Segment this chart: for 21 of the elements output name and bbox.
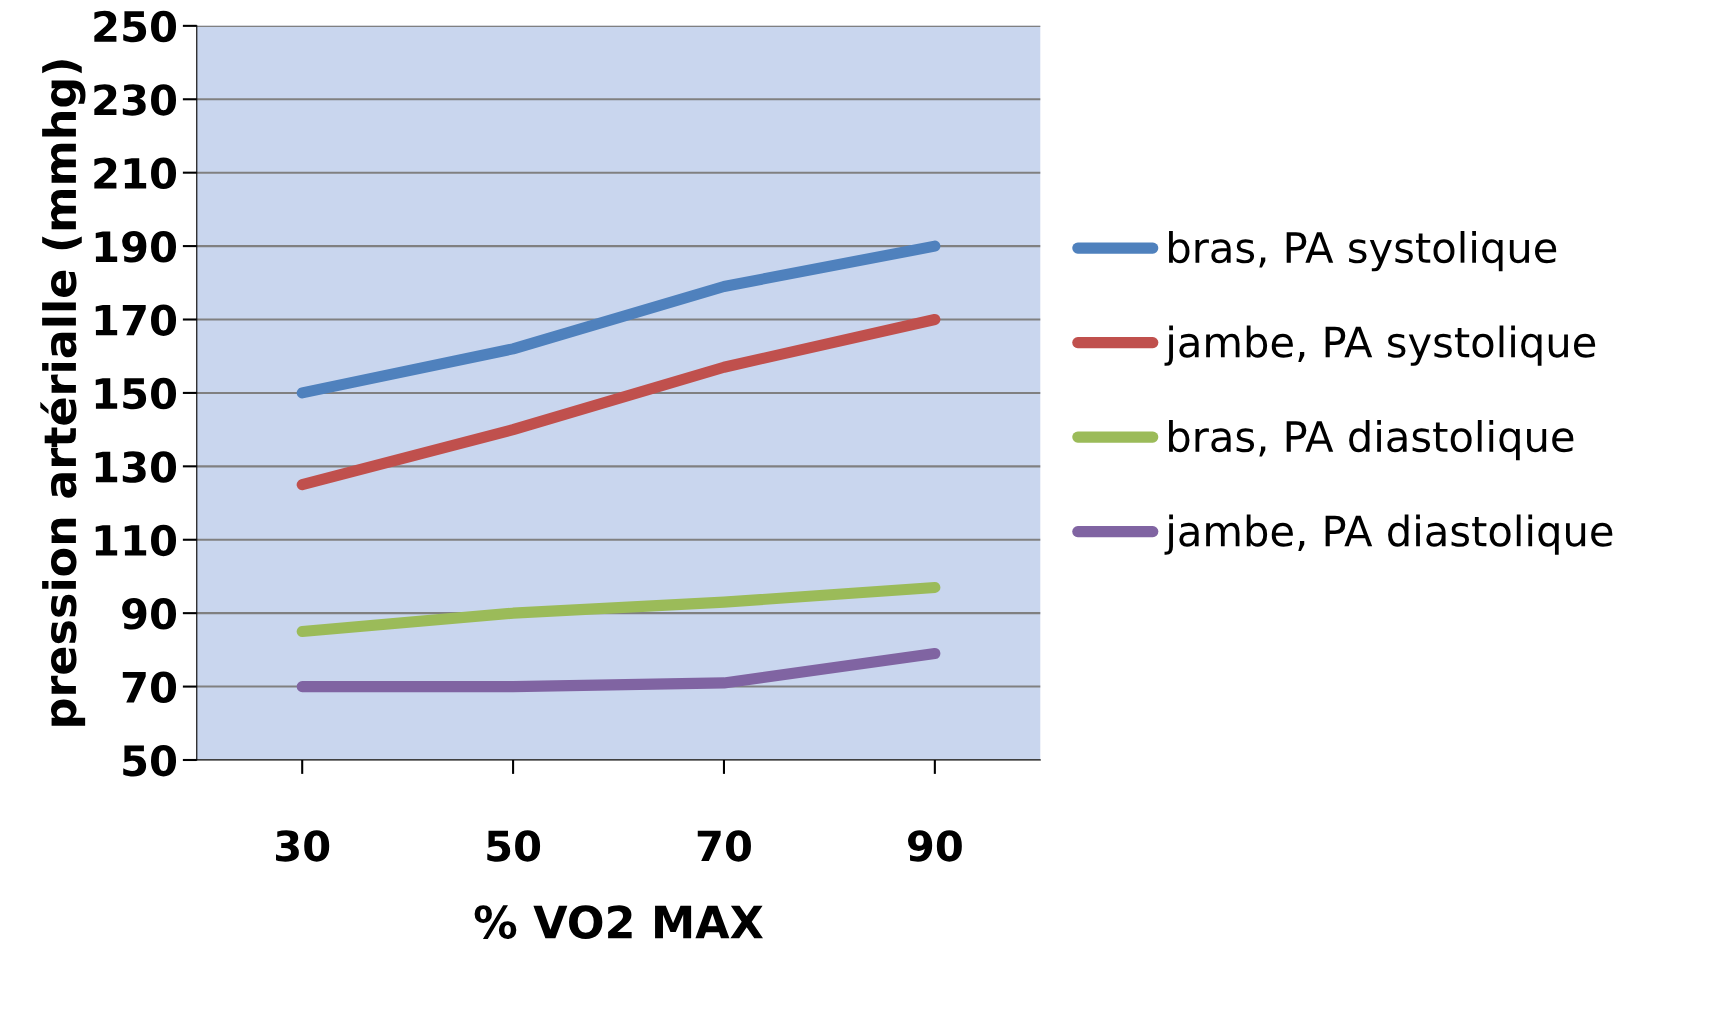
y-tick-label: 90 xyxy=(122,598,177,630)
y-tick-label: 230 xyxy=(94,84,177,116)
y-tick-label: 110 xyxy=(95,524,177,557)
y-axis-title: pression artérialle (mmhg) xyxy=(40,60,86,726)
y-tick-label: 190 xyxy=(95,231,177,263)
y-tick-label: 50 xyxy=(123,744,177,777)
legend-label: jambe, PA systolique xyxy=(1164,325,1596,366)
y-tick-label: 150 xyxy=(95,377,177,410)
y-tick-label: 130 xyxy=(95,451,177,483)
x-axis-title: % VO2 MAX xyxy=(474,905,763,939)
legend-label: bras, PA systolique xyxy=(1169,231,1557,272)
legend-label: jambe, PA diastolique xyxy=(1164,514,1613,555)
legend-label: bras, PA diastolique xyxy=(1169,420,1574,461)
x-tick-label: 90 xyxy=(908,830,962,862)
y-tick-label: 250 xyxy=(94,10,177,43)
y-tick-label: 210 xyxy=(94,157,177,190)
x-tick-label: 50 xyxy=(487,830,541,862)
y-tick-label: 70 xyxy=(122,671,177,703)
x-tick-label: 70 xyxy=(697,830,751,862)
x-tick-label: 30 xyxy=(276,830,330,862)
y-tick-label: 170 xyxy=(95,304,177,336)
